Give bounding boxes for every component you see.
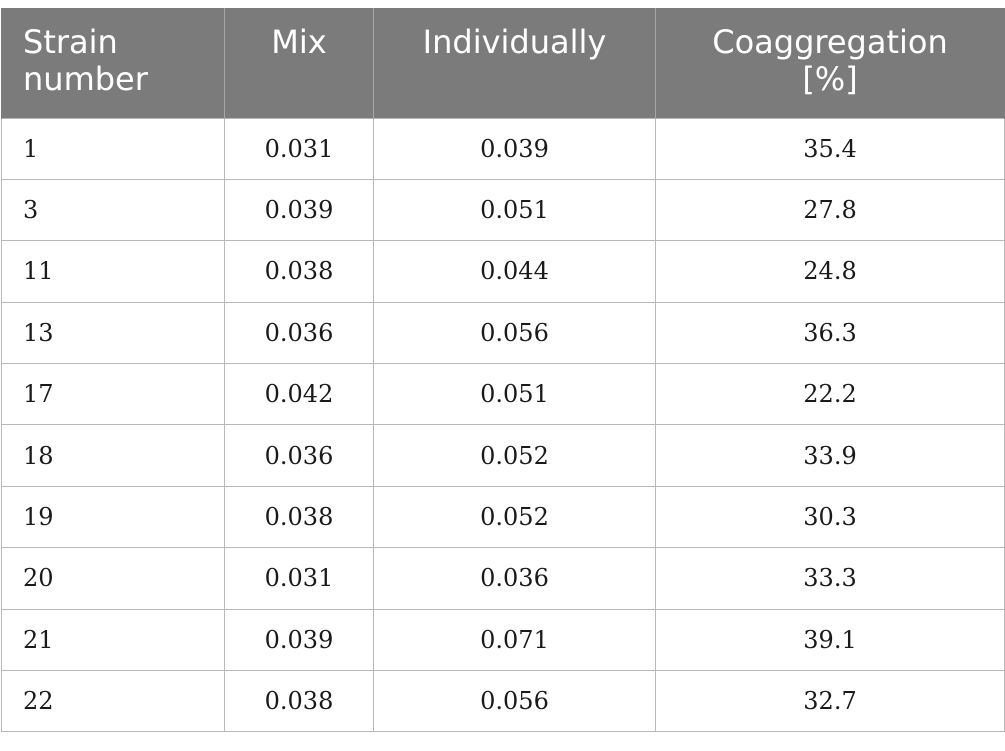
cell-individually: 0.051 xyxy=(373,178,656,242)
cell-individually: 0.052 xyxy=(373,485,656,549)
table-body: 1 0.031 0.039 35.4 3 0.039 0.051 27.8 11 0.038 0.0… xyxy=(1,117,1005,733)
header-label-line1: Individually xyxy=(422,23,607,61)
table-row: 22 0.038 0.056 32.7 xyxy=(1,670,1005,733)
cell-mix: 0.038 xyxy=(224,670,374,733)
cell-strain-number: 20 xyxy=(1,547,225,610)
cell-strain-number: 11 xyxy=(1,240,225,303)
cell-strain-number: 3 xyxy=(1,178,225,242)
cell-coaggregation: 27.8 xyxy=(655,178,1005,242)
cell-mix: 0.036 xyxy=(224,301,374,365)
cell-coaggregation: 32.7 xyxy=(655,670,1005,733)
cell-strain-number: 1 xyxy=(1,117,225,180)
cell-strain-number: 22 xyxy=(1,670,225,733)
cell-coaggregation: 30.3 xyxy=(655,485,1005,549)
cell-coaggregation: 39.1 xyxy=(655,608,1005,672)
cell-coaggregation: 33.3 xyxy=(655,547,1005,610)
data-table: Strain number Mix Individually Coaggregat… xyxy=(1,8,1005,733)
cell-coaggregation: 36.3 xyxy=(655,301,1005,365)
header-label-line2: number xyxy=(23,60,148,98)
cell-individually: 0.036 xyxy=(373,547,656,610)
cell-individually: 0.051 xyxy=(373,363,656,426)
cell-mix: 0.042 xyxy=(224,363,374,426)
cell-mix: 0.039 xyxy=(224,608,374,672)
cell-individually: 0.056 xyxy=(373,301,656,365)
table-row: 21 0.039 0.071 39.1 xyxy=(1,608,1005,672)
header-label-line1: Mix xyxy=(271,23,327,61)
cell-mix: 0.038 xyxy=(224,240,374,303)
table-row: 13 0.036 0.056 36.3 xyxy=(1,301,1005,365)
cell-individually: 0.044 xyxy=(373,240,656,303)
cell-individually: 0.039 xyxy=(373,117,656,180)
cell-strain-number: 13 xyxy=(1,301,225,365)
table-row: 17 0.042 0.051 22.2 xyxy=(1,363,1005,426)
cell-coaggregation: 24.8 xyxy=(655,240,1005,303)
cell-strain-number: 17 xyxy=(1,363,225,426)
table-row: 1 0.031 0.039 35.4 xyxy=(1,117,1005,180)
table-row: 19 0.038 0.052 30.3 xyxy=(1,485,1005,549)
cell-individually: 0.071 xyxy=(373,608,656,672)
header-individually: Individually xyxy=(373,8,656,118)
header-label-line2: [%] xyxy=(802,60,858,98)
cell-mix: 0.031 xyxy=(224,547,374,610)
table-row: 3 0.039 0.051 27.8 xyxy=(1,178,1005,242)
cell-mix: 0.038 xyxy=(224,485,374,549)
table-row: 20 0.031 0.036 33.3 xyxy=(1,547,1005,610)
header-label-line1: Strain xyxy=(23,23,118,61)
cell-individually: 0.056 xyxy=(373,670,656,733)
table-header: Strain number Mix Individually Coaggregat… xyxy=(1,8,1005,118)
cell-coaggregation: 22.2 xyxy=(655,363,1005,426)
table-row: 11 0.038 0.044 24.8 xyxy=(1,240,1005,303)
cell-strain-number: 21 xyxy=(1,608,225,672)
cell-mix: 0.039 xyxy=(224,178,374,242)
header-mix: Mix xyxy=(224,8,374,118)
cell-individually: 0.052 xyxy=(373,424,656,487)
cell-mix: 0.036 xyxy=(224,424,374,487)
header-strain-number: Strain number xyxy=(1,8,225,118)
cell-strain-number: 19 xyxy=(1,485,225,549)
cell-coaggregation: 33.9 xyxy=(655,424,1005,487)
table-row: 18 0.036 0.052 33.9 xyxy=(1,424,1005,487)
header-label-line1: Coaggregation xyxy=(712,23,948,61)
header-coaggregation: Coaggregation [%] xyxy=(655,8,1005,118)
cell-coaggregation: 35.4 xyxy=(655,117,1005,180)
cell-strain-number: 18 xyxy=(1,424,225,487)
cell-mix: 0.031 xyxy=(224,117,374,180)
header-row: Strain number Mix Individually Coaggregat… xyxy=(1,8,1005,118)
